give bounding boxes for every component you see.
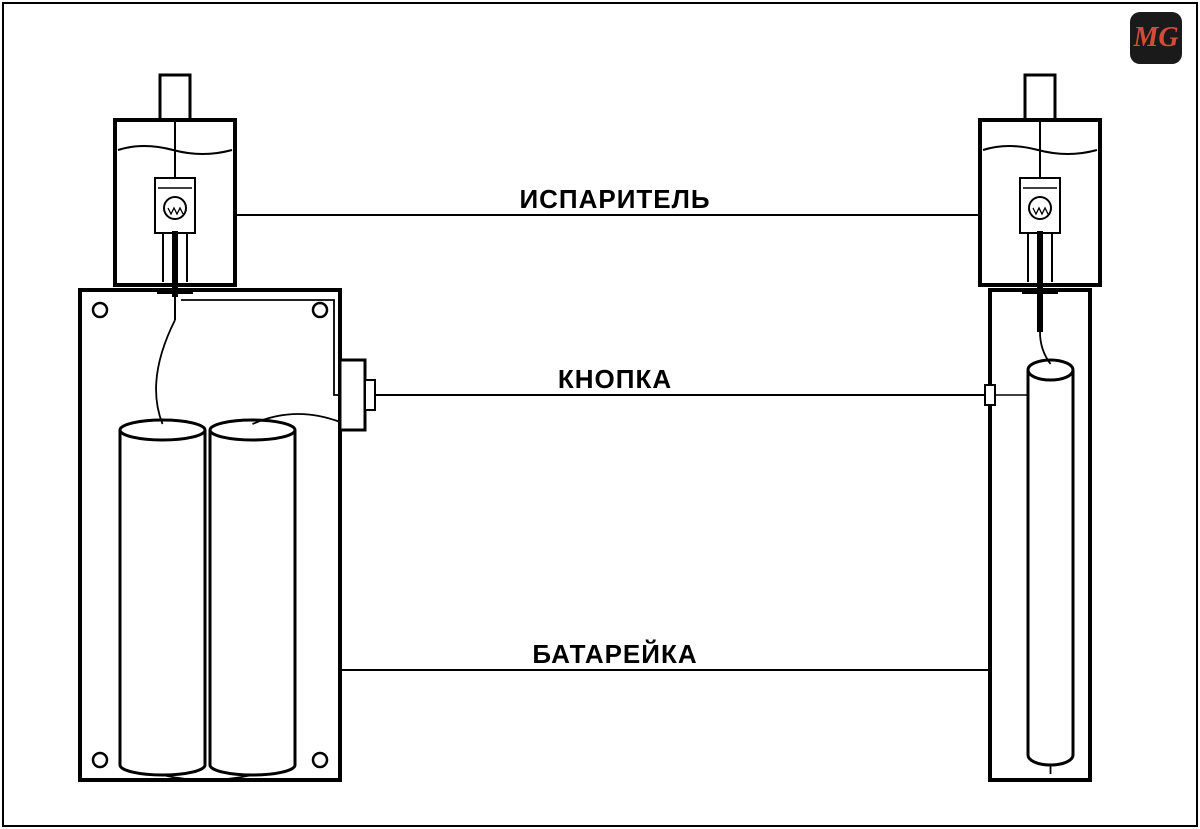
label-atomizer: ИСПАРИТЕЛЬ [519, 184, 710, 215]
label-button: КНОПКА [558, 364, 672, 395]
label-battery: БАТАРЕЙКА [532, 639, 697, 670]
diagram-canvas [0, 0, 1200, 829]
